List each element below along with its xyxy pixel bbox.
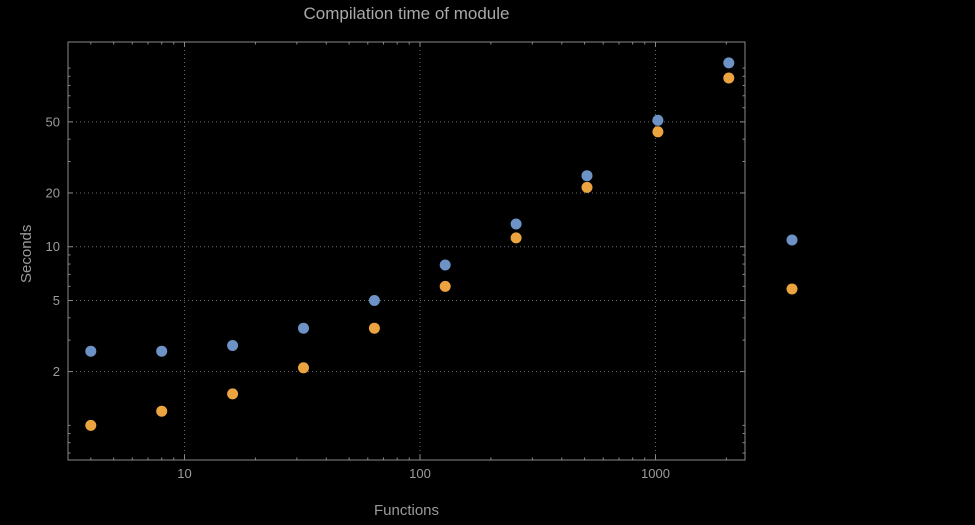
data-point-orange [723, 72, 735, 84]
data-point-blue [652, 114, 664, 126]
y-tick-label: 2 [53, 364, 60, 379]
data-point-blue [368, 295, 380, 306]
x-axis-label: Functions [373, 502, 440, 519]
data-point-blue [156, 345, 168, 357]
y-tick-label: 5 [53, 293, 60, 308]
x-tick-label: 10 [177, 466, 191, 481]
data-point-orange [368, 322, 380, 334]
chart-title: Compilation time of module [303, 4, 510, 23]
data-point-blue [85, 345, 97, 357]
y-tick-label: 20 [46, 185, 60, 200]
data-point-orange [510, 232, 522, 244]
x-tick-label: 1000 [641, 466, 670, 481]
data-point-blue [581, 170, 593, 182]
data-point-orange [85, 419, 97, 431]
data-point-orange [439, 280, 451, 292]
y-tick-label: 50 [46, 114, 60, 129]
data-point-blue [227, 340, 239, 351]
data-point-blue [298, 322, 309, 334]
plot-frame [67, 41, 746, 461]
data-point-orange [581, 181, 593, 193]
y-tick-label: 10 [46, 239, 60, 254]
data-point-orange [227, 388, 239, 400]
x-tick-label: 100 [409, 466, 431, 481]
data-point-orange [652, 126, 664, 138]
data-point-blue [723, 57, 735, 69]
data-point-orange [298, 362, 309, 374]
legend-marker-orange [786, 283, 798, 295]
data-point-orange [156, 405, 168, 417]
legend-marker-blue [786, 234, 798, 246]
data-point-blue [439, 259, 451, 271]
data-point-blue [510, 218, 522, 230]
